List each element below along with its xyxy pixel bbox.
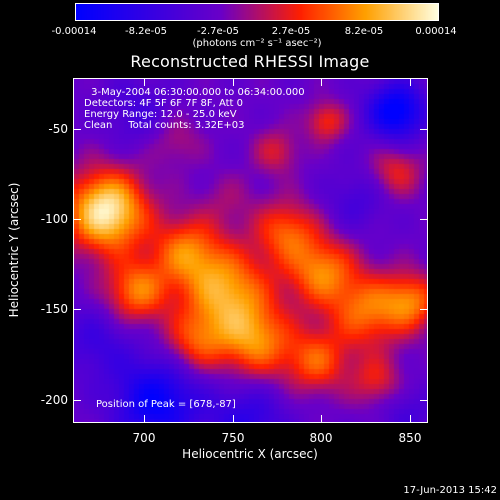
y-tick-mark <box>74 400 81 401</box>
x-tick-mark <box>233 79 234 86</box>
y-tick-label: -100 <box>40 212 68 226</box>
y-tick-mark <box>74 219 81 220</box>
x-tick-label: 850 <box>398 431 422 445</box>
y-tick-mark <box>420 129 427 130</box>
plot-date-stamp: 17-Jun-2013 15:42 <box>403 485 497 496</box>
x-tick-label: 700 <box>132 431 156 445</box>
x-tick-label: 800 <box>309 431 333 445</box>
peak-position-label: Position of Peak = [678,-87] <box>96 399 236 410</box>
y-tick-mark <box>420 219 427 220</box>
y-tick-label: -50 <box>48 122 68 136</box>
colorbar <box>75 3 439 21</box>
colorbar-units: (photons cm⁻² s⁻¹ asec⁻²) <box>192 38 322 49</box>
y-tick-label: -150 <box>40 302 68 316</box>
x-tick-mark <box>321 79 322 86</box>
colorbar-tick: -0.00014 <box>51 26 97 37</box>
x-tick-mark <box>321 415 322 422</box>
plot-title: Reconstructed RHESSI Image <box>130 52 370 71</box>
x-tick-mark <box>144 415 145 422</box>
info-clean-counts: Clean Total counts: 3.32E+03 <box>84 120 245 131</box>
x-tick-mark <box>144 79 145 86</box>
colorbar-tick: 2.7e-05 <box>271 26 311 37</box>
colorbar-tick: -2.7e-05 <box>197 26 239 37</box>
y-tick-mark <box>74 129 81 130</box>
y-tick-mark <box>74 309 81 310</box>
x-axis-label: Heliocentric X (arcsec) <box>182 447 318 461</box>
x-tick-mark <box>410 415 411 422</box>
rhessi-image: 3-May-2004 06:30:00.000 to 06:34:00.000 … <box>73 78 428 423</box>
colorbar-tick: -8.2e-05 <box>125 26 167 37</box>
x-tick-mark <box>410 79 411 86</box>
y-tick-mark <box>420 400 427 401</box>
image-canvas <box>74 79 427 422</box>
info-detectors: Detectors: 4F 5F 6F 7F 8F, Att 0 <box>84 98 244 109</box>
info-time-range: 3-May-2004 06:30:00.000 to 06:34:00.000 <box>88 87 305 98</box>
info-energy-range: Energy Range: 12.0 - 25.0 keV <box>84 109 237 120</box>
x-tick-label: 750 <box>221 431 245 445</box>
y-tick-label: -200 <box>40 393 68 407</box>
colorbar-tick: 8.2e-05 <box>344 26 384 37</box>
colorbar-tick: 0.00014 <box>415 26 457 37</box>
x-tick-mark <box>233 415 234 422</box>
y-axis-label: Heliocentric Y (arcsec) <box>7 182 21 318</box>
y-tick-mark <box>420 309 427 310</box>
